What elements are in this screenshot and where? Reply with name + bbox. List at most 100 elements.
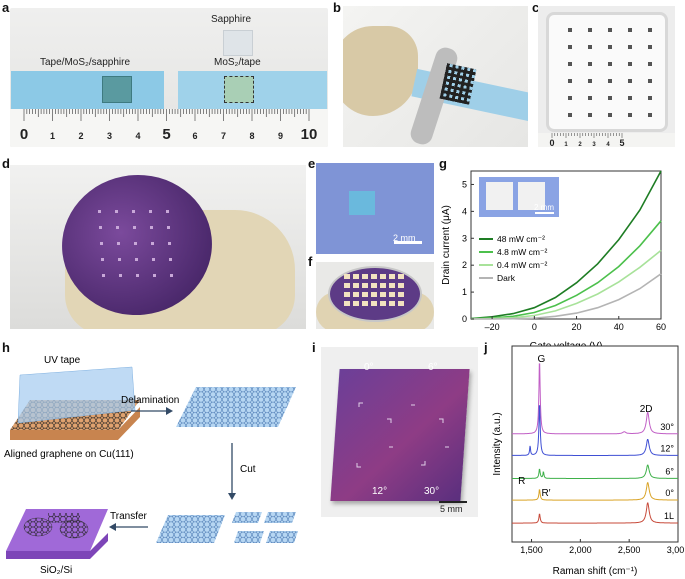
- substrate-label: Aligned graphene on Cu(111): [4, 449, 134, 460]
- ruler-a-label: 7: [221, 131, 226, 141]
- ruler-a-label: 4: [135, 131, 140, 141]
- sample-dot: [648, 79, 652, 83]
- chart-j-ylabel: Intensity (a.u.): [492, 412, 503, 475]
- device-pad: [380, 283, 386, 288]
- device-pad: [389, 301, 395, 306]
- label-sapphire: Sapphire: [211, 14, 252, 25]
- petri-dish: [546, 12, 668, 132]
- panel-a-photo: 0 1 2 3 4 5 6 7 8 9 10: [10, 8, 328, 147]
- label-tape-mos2-sapphire: Tape/MoS₂/sapphire: [40, 57, 131, 68]
- series-label: 30°: [660, 422, 674, 432]
- sample-dot: [588, 45, 592, 49]
- sample-dot: [568, 79, 572, 83]
- series-label: 6°: [665, 466, 674, 476]
- mos2-film-right: [224, 76, 254, 103]
- device-dot: [119, 274, 122, 277]
- device-dot: [135, 258, 138, 261]
- sample-dot: [628, 113, 632, 117]
- cut-arrowhead: [228, 493, 236, 500]
- target-label: SiO₂/Si: [40, 565, 72, 576]
- panel-label-d: d: [2, 156, 10, 171]
- wafer-f-devices: [344, 274, 404, 306]
- device-dot: [166, 210, 169, 213]
- sample-dot: [628, 28, 632, 32]
- sample-dot: [648, 28, 652, 32]
- device-dot: [133, 226, 136, 229]
- device-dot: [100, 242, 103, 245]
- device-dot: [152, 258, 155, 261]
- device-pad: [371, 283, 377, 288]
- delamination-arrowhead: [166, 407, 173, 415]
- device-dot: [149, 210, 152, 213]
- x-tick-label: –20: [485, 322, 500, 332]
- sample-dot: [628, 45, 632, 49]
- x-tick-label: 20: [572, 322, 582, 332]
- spectrum-line: [512, 482, 678, 501]
- y-tick-label: 4: [462, 206, 467, 216]
- ruler-c-body: [538, 133, 675, 147]
- device-dot: [134, 242, 137, 245]
- ruler-c-label: 4: [606, 142, 610, 147]
- x-tick-label: 3,000: [667, 545, 684, 555]
- panel-i-photo: [321, 347, 478, 517]
- y-tick-label: 2: [462, 260, 467, 270]
- sample-dot: [608, 28, 612, 32]
- inset-pad-left: [486, 182, 513, 210]
- ruler-c-label: 0: [549, 138, 554, 147]
- angle-6: 6°: [428, 362, 438, 373]
- ruler-c: 0 1 2 3 4 5: [538, 133, 675, 147]
- ruler-a-label: 9: [278, 131, 283, 141]
- device-pad: [344, 301, 350, 306]
- cut-piece-large-hex: [156, 515, 225, 543]
- sample-dot: [608, 62, 612, 66]
- device-dot: [170, 274, 173, 277]
- x-tick-label: 2,000: [569, 545, 592, 555]
- peak-label-g: G: [538, 354, 546, 365]
- scale-label-e: 2 mm: [393, 233, 416, 243]
- sample-dot: [608, 45, 612, 49]
- transfer-arrowhead: [109, 523, 116, 531]
- panel-f-photo: [316, 262, 434, 329]
- tape-strip-left: [11, 71, 164, 109]
- x-tick-label: 1,500: [520, 545, 543, 555]
- device-pad: [362, 283, 368, 288]
- panel-label-i: i: [312, 340, 316, 355]
- legend-label: 48 mW cm⁻²: [497, 234, 545, 244]
- cut-label: Cut: [240, 464, 256, 475]
- series-label: 12°: [660, 443, 674, 453]
- sio2-si-side: [6, 533, 108, 559]
- device-dot: [117, 242, 120, 245]
- y-tick-label: 5: [462, 179, 467, 189]
- sample-dot: [568, 28, 572, 32]
- cut-piece-1-hex: [232, 512, 262, 523]
- y-tick-label: 0: [462, 314, 467, 324]
- series-line: [470, 170, 662, 320]
- x-tick-label: 40: [614, 322, 624, 332]
- device-dot: [102, 274, 105, 277]
- ruler-a-label: 5: [162, 126, 170, 143]
- transferred-film-3: [48, 513, 80, 523]
- device-pad: [353, 301, 359, 306]
- panel-label-c: c: [532, 0, 540, 15]
- cut-piece-4-hex: [266, 531, 298, 543]
- x-tick-label: 60: [656, 322, 666, 332]
- angle-30: 30°: [424, 486, 440, 497]
- uv-tape-sheet: [17, 366, 136, 424]
- sample-dot: [568, 96, 572, 100]
- panel-label-h: h: [2, 340, 10, 355]
- device-pad: [371, 292, 377, 297]
- device-pad: [353, 283, 359, 288]
- device-pad: [371, 301, 377, 306]
- sample-dot: [648, 113, 652, 117]
- sample-dot: [648, 62, 652, 66]
- device-pad: [362, 292, 368, 297]
- angle-12: 12°: [372, 486, 388, 497]
- x-tick-label: 0: [532, 322, 537, 332]
- series-label: 1L: [664, 511, 674, 521]
- device-pad: [362, 301, 368, 306]
- device-pad: [389, 292, 395, 297]
- scale-bar-i: [439, 501, 467, 503]
- device-dot: [115, 210, 118, 213]
- sample-grid-c: [568, 28, 652, 117]
- sample-dot: [568, 113, 572, 117]
